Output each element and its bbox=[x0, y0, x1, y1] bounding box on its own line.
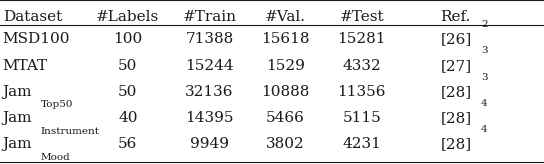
Text: 9949: 9949 bbox=[190, 137, 229, 151]
Text: 10888: 10888 bbox=[262, 85, 310, 99]
Text: 32136: 32136 bbox=[185, 85, 234, 99]
Text: 4332: 4332 bbox=[342, 59, 381, 73]
Text: MTAT: MTAT bbox=[3, 59, 48, 73]
Text: 14395: 14395 bbox=[185, 111, 234, 125]
Text: 5115: 5115 bbox=[342, 111, 381, 125]
Text: Ref.: Ref. bbox=[441, 10, 471, 24]
Text: [26]: [26] bbox=[441, 32, 472, 46]
Text: 3802: 3802 bbox=[266, 137, 305, 151]
Text: MSD100: MSD100 bbox=[3, 32, 70, 46]
Text: #Train: #Train bbox=[182, 10, 237, 24]
Text: Jam: Jam bbox=[3, 111, 32, 125]
Text: 100: 100 bbox=[113, 32, 143, 46]
Text: 50: 50 bbox=[118, 59, 138, 73]
Text: [28]: [28] bbox=[441, 111, 472, 125]
Text: Dataset: Dataset bbox=[3, 10, 62, 24]
Text: Top50: Top50 bbox=[41, 100, 73, 109]
Text: 1529: 1529 bbox=[266, 59, 305, 73]
Text: 56: 56 bbox=[118, 137, 138, 151]
Text: [27]: [27] bbox=[441, 59, 472, 73]
Text: 15618: 15618 bbox=[261, 32, 310, 46]
Text: Jam: Jam bbox=[3, 85, 32, 99]
Text: 50: 50 bbox=[118, 85, 138, 99]
Text: #Val.: #Val. bbox=[265, 10, 306, 24]
Text: #Test: #Test bbox=[339, 10, 384, 24]
Text: 4: 4 bbox=[481, 99, 487, 108]
Text: 40: 40 bbox=[118, 111, 138, 125]
Text: #Labels: #Labels bbox=[96, 10, 159, 24]
Text: 4231: 4231 bbox=[342, 137, 381, 151]
Text: Jam: Jam bbox=[3, 137, 32, 151]
Text: [28]: [28] bbox=[441, 85, 472, 99]
Text: 5466: 5466 bbox=[266, 111, 305, 125]
Text: 15244: 15244 bbox=[185, 59, 234, 73]
Text: 3: 3 bbox=[481, 72, 487, 82]
Text: Instrument: Instrument bbox=[41, 127, 100, 136]
Text: 71388: 71388 bbox=[186, 32, 233, 46]
Text: 2: 2 bbox=[481, 20, 487, 29]
Text: 11356: 11356 bbox=[337, 85, 386, 99]
Text: 15281: 15281 bbox=[337, 32, 386, 46]
Text: 3: 3 bbox=[481, 46, 487, 55]
Text: 4: 4 bbox=[481, 125, 487, 134]
Text: [28]: [28] bbox=[441, 137, 472, 151]
Text: Mood: Mood bbox=[41, 153, 71, 162]
